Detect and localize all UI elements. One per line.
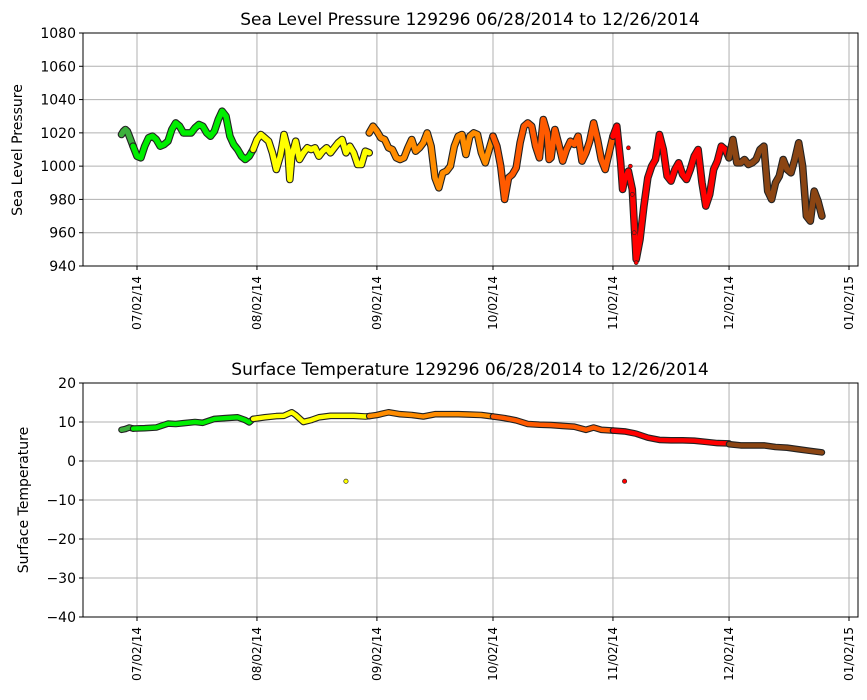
axes-frame bbox=[82, 32, 859, 267]
data-marks bbox=[117, 107, 826, 265]
data-point bbox=[631, 230, 637, 236]
data-marks bbox=[118, 409, 826, 484]
y-tick-label: 980 bbox=[49, 192, 76, 208]
series-november bbox=[609, 122, 733, 264]
y-ticks: −40 −30 −20 −10 0 10 20 bbox=[46, 376, 83, 626]
series-july bbox=[129, 107, 257, 164]
y-tick-label: −10 bbox=[46, 493, 76, 509]
y-axis-label: Surface Temperature bbox=[16, 427, 32, 573]
series-line bbox=[367, 410, 496, 419]
y-tick-label: 10 bbox=[58, 415, 76, 431]
series-december bbox=[725, 440, 826, 456]
y-tick-label: 1040 bbox=[40, 93, 76, 109]
series-line bbox=[726, 136, 825, 224]
series-october bbox=[489, 413, 617, 434]
y-tick-label: 960 bbox=[49, 226, 76, 242]
sea-level-pressure-chart: Sea Level Pressure 129296 06/28/2014 to … bbox=[10, 10, 859, 330]
x-tick-label: 01/02/15 bbox=[842, 276, 856, 330]
outlier-point bbox=[343, 478, 349, 484]
data-point bbox=[630, 192, 635, 197]
series-august bbox=[249, 130, 373, 184]
series-september bbox=[365, 122, 497, 192]
chart-title: Surface Temperature 129296 06/28/2014 to… bbox=[231, 360, 708, 380]
series-line bbox=[118, 126, 136, 149]
y-tick-label: 1000 bbox=[40, 159, 76, 175]
x-tick-label: 11/02/14 bbox=[606, 276, 620, 330]
y-tick-label: 0 bbox=[67, 454, 76, 470]
x-tick-label: 07/02/14 bbox=[130, 276, 144, 330]
series-line bbox=[726, 442, 825, 455]
data-point bbox=[628, 163, 633, 169]
series-september bbox=[365, 409, 497, 420]
outlier-point bbox=[622, 478, 628, 484]
series-december bbox=[725, 135, 826, 225]
surface-temperature-chart: Surface Temperature 129296 06/28/2014 to… bbox=[16, 360, 859, 681]
x-tick-label: 01/02/15 bbox=[842, 627, 856, 681]
data-point bbox=[633, 260, 639, 265]
y-tick-label: 20 bbox=[58, 376, 76, 392]
grid bbox=[83, 382, 858, 618]
data-point bbox=[626, 145, 631, 151]
y-axis-label: Sea Level Pressure bbox=[10, 84, 26, 216]
series-july bbox=[129, 414, 257, 432]
series-october bbox=[489, 115, 617, 204]
x-tick-label: 11/02/14 bbox=[606, 627, 620, 681]
series-november_gap_points bbox=[626, 145, 639, 265]
series-line bbox=[610, 428, 732, 446]
series-late_june bbox=[117, 125, 137, 150]
x-tick-label: 09/02/14 bbox=[370, 276, 384, 330]
x-tick-label: 10/02/14 bbox=[486, 627, 500, 681]
x-tick-label: 08/02/14 bbox=[250, 276, 264, 330]
x-ticks: 07/02/14 08/02/14 09/02/14 10/02/14 11/02/14… bbox=[130, 617, 856, 681]
x-ticks: 07/02/14 08/02/14 09/02/14 10/02/14 11/02/14… bbox=[130, 266, 856, 330]
series-line bbox=[250, 410, 372, 425]
y-tick-label: 1080 bbox=[40, 26, 76, 42]
chart-title: Sea Level Pressure 129296 06/28/2014 to … bbox=[240, 10, 699, 30]
x-tick-label: 10/02/14 bbox=[486, 276, 500, 330]
x-tick-label: 08/02/14 bbox=[250, 627, 264, 681]
y-tick-label: 1060 bbox=[40, 59, 76, 75]
x-tick-label: 12/02/14 bbox=[722, 627, 736, 681]
series-line bbox=[130, 415, 256, 431]
series-line bbox=[490, 414, 616, 433]
series-line bbox=[250, 131, 372, 183]
series-line bbox=[490, 116, 616, 203]
x-tick-label: 12/02/14 bbox=[722, 276, 736, 330]
series-line bbox=[366, 123, 496, 191]
series-august bbox=[249, 409, 373, 426]
x-tick-label: 09/02/14 bbox=[370, 627, 384, 681]
y-ticks: 940 960 980 1000 1020 1040 1060 1080 bbox=[40, 26, 83, 275]
series-line bbox=[130, 108, 256, 163]
y-tick-label: −40 bbox=[46, 610, 76, 626]
y-tick-label: 1020 bbox=[40, 126, 76, 142]
series-november bbox=[609, 427, 733, 447]
series-line bbox=[610, 123, 732, 262]
x-tick-label: 07/02/14 bbox=[130, 627, 144, 681]
y-tick-label: −30 bbox=[46, 571, 76, 587]
y-tick-label: 940 bbox=[49, 259, 76, 275]
y-tick-label: −20 bbox=[46, 532, 76, 548]
